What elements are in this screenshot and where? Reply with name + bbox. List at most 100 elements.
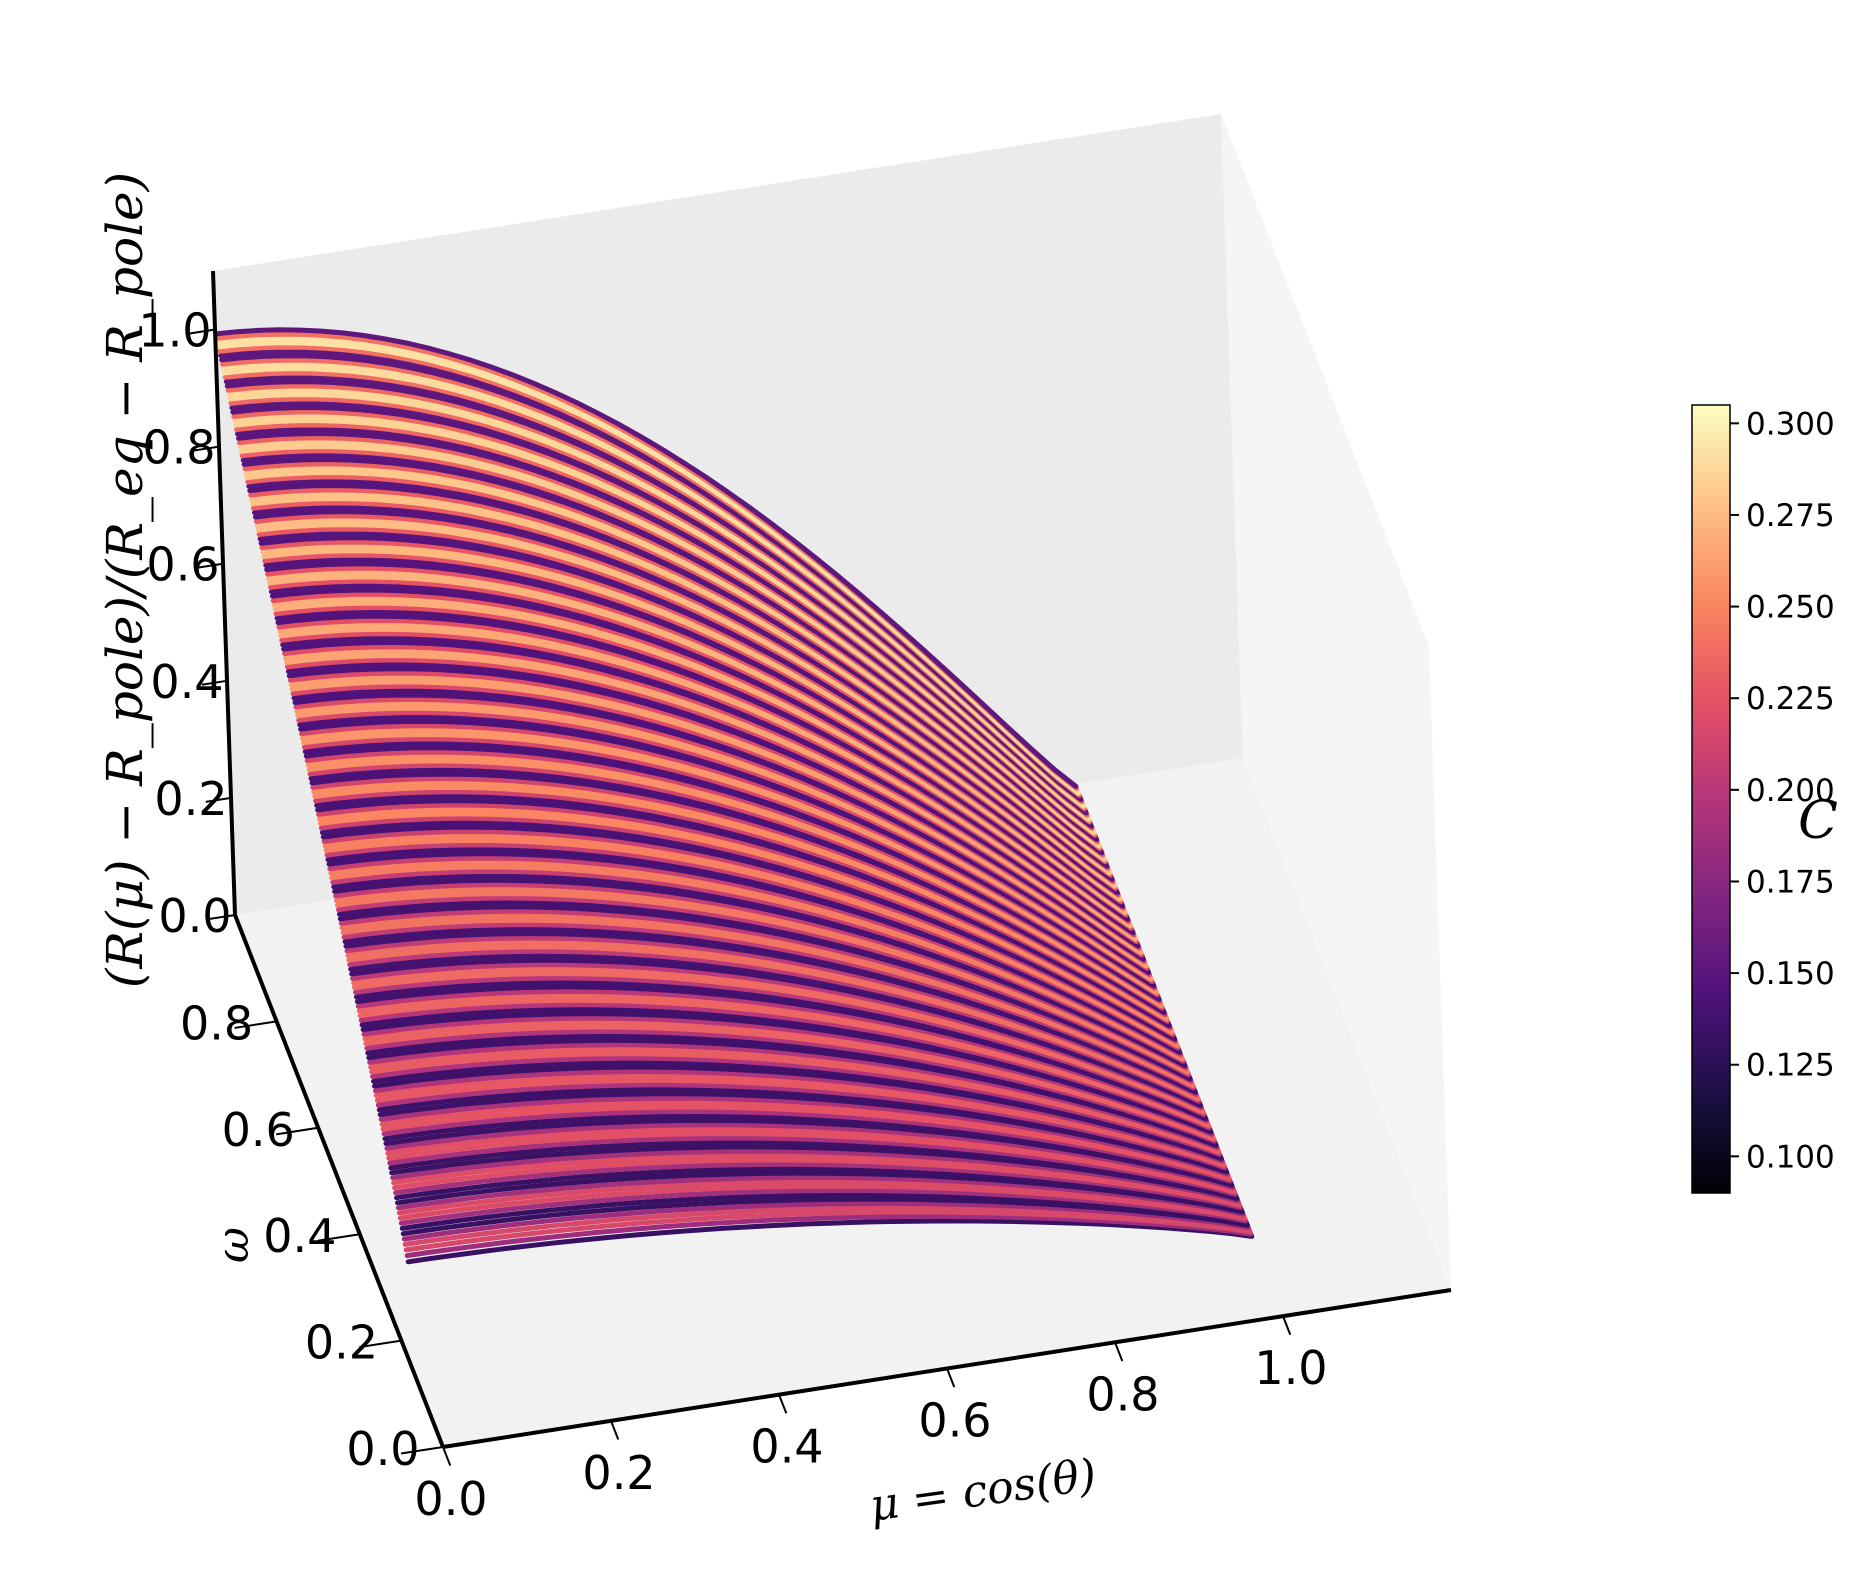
- data-curve: [385, 1126, 1237, 1193]
- y-tick-mark: [317, 1233, 360, 1242]
- data-curve: [359, 1006, 1213, 1133]
- x-tick-label: 0.8: [1086, 1367, 1159, 1421]
- data-curve: [371, 1060, 1224, 1160]
- x-tick-label: 0.0: [414, 1472, 487, 1526]
- z-tick-mark: [209, 914, 236, 920]
- colorbar-label: C: [1798, 791, 1838, 851]
- data-curve: [386, 1131, 1237, 1195]
- data-curve: [399, 1192, 1250, 1231]
- z-tick-mark: [189, 328, 216, 335]
- data-curve: [402, 1205, 1252, 1247]
- data-curve: [367, 1042, 1220, 1151]
- data-curve: [356, 993, 1211, 1126]
- data-curve: [387, 1135, 1238, 1197]
- colorbar-tick-label: 0.175: [1746, 864, 1835, 900]
- data-curve: [363, 1024, 1217, 1142]
- z-axis-ticks: 0.0 0.2 0.4 0.6 0.8 1.0: [138, 304, 236, 943]
- data-curve: [393, 1161, 1243, 1211]
- y-tick-label: 0.4: [263, 1209, 336, 1263]
- data-curve: [401, 1200, 1251, 1242]
- data-curve: [390, 1148, 1241, 1204]
- y-axis-ticks: 0.0 0.2 0.4 0.6 0.8: [180, 996, 444, 1476]
- z-axis-label: (R(μ) − R_pole)/(R_eq − R_pole): [96, 172, 154, 988]
- x-tick-label: 0.6: [918, 1394, 991, 1448]
- colorbar-tick-label: 0.225: [1746, 681, 1835, 717]
- data-curve: [381, 1108, 1233, 1184]
- x-tick-mark: [778, 1394, 788, 1414]
- x-tick-mark: [1114, 1341, 1124, 1362]
- z-tick-label: 0.0: [158, 889, 231, 943]
- z-tick-mark: [193, 445, 220, 452]
- colorbar-tick-label: 0.300: [1746, 406, 1835, 442]
- y-axis-line: [233, 914, 445, 1448]
- colorbar-tick-label: 0.275: [1746, 498, 1835, 534]
- data-curve: [378, 1095, 1230, 1177]
- data-curve: [373, 1073, 1226, 1166]
- y-tick-label: 0.6: [222, 1103, 295, 1157]
- y-tick-label: 0.2: [305, 1316, 378, 1370]
- z-tick-label: 0.6: [146, 538, 219, 592]
- x-axis-label: μ = cos(θ): [867, 1450, 1100, 1532]
- colorbar-ticks: 0.100 0.125 0.150 0.175 0.200 0.225 0.250 0.275…: [1730, 406, 1835, 1175]
- x-tick-mark: [610, 1420, 620, 1440]
- data-curve: [380, 1104, 1232, 1182]
- z-tick-label: 0.8: [142, 421, 215, 475]
- data-curve: [366, 1037, 1219, 1148]
- right-pane: [1221, 114, 1451, 1290]
- data-curve: [394, 1166, 1244, 1213]
- data-curve: [375, 1082, 1228, 1171]
- data-curve: [372, 1064, 1224, 1162]
- x-axis-ticks: 0.0 0.2 0.4 0.6 0.8 1.0: [414, 1315, 1328, 1526]
- y-tick-mark: [400, 1446, 444, 1455]
- data-curve: [391, 1153, 1242, 1206]
- colorbar-tick-label: 0.100: [1746, 1139, 1835, 1175]
- x-tick-label: 0.4: [750, 1420, 823, 1474]
- data-curve: [398, 1188, 1249, 1226]
- data-curve: [365, 1033, 1218, 1146]
- colorbar-tick-label: 0.125: [1746, 1048, 1835, 1084]
- z-tick-mark: [201, 679, 228, 686]
- colorbar: 0.100 0.125 0.150 0.175 0.200 0.225 0.250 0.275…: [1691, 404, 1838, 1194]
- data-curve: [389, 1144, 1240, 1202]
- y-tick-label: 0.0: [346, 1422, 419, 1476]
- colorbar-gradient: [1691, 404, 1731, 1194]
- data-curve: [368, 1046, 1221, 1153]
- data-curves: [213, 327, 1255, 1265]
- data-curve: [360, 1011, 1214, 1135]
- data-curve: [364, 1029, 1217, 1144]
- x-tick-label: 1.0: [1254, 1341, 1327, 1395]
- data-curve: [403, 1209, 1253, 1253]
- data-curve: [392, 1157, 1243, 1208]
- x-tick-mark: [1282, 1315, 1292, 1336]
- data-curve: [373, 1069, 1225, 1164]
- data-curve: [395, 1170, 1245, 1215]
- data-curve: [377, 1091, 1230, 1175]
- colorbar-tick-label: 0.250: [1746, 590, 1835, 626]
- z-tick-mark: [197, 562, 224, 569]
- x-tick-mark: [946, 1368, 956, 1388]
- data-curve: [370, 1055, 1223, 1157]
- x-tick-label: 0.2: [582, 1446, 655, 1500]
- y-tick-mark: [359, 1339, 402, 1349]
- y-tick-label: 0.8: [180, 996, 253, 1050]
- z-tick-mark: [205, 796, 232, 803]
- data-curve: [405, 1218, 1255, 1265]
- z-tick-label: 1.0: [138, 304, 211, 358]
- colorbar-tick-label: 0.150: [1746, 956, 1835, 992]
- data-curve: [369, 1051, 1222, 1155]
- data-curve: [213, 327, 1079, 789]
- data-curve: [379, 1100, 1231, 1179]
- data-curve: [397, 1183, 1248, 1222]
- data-curve: [396, 1179, 1247, 1219]
- y-tick-mark: [276, 1126, 319, 1136]
- colorbar-tick-label: 0.200: [1746, 773, 1835, 809]
- data-curve: [383, 1117, 1235, 1188]
- data-curve: [388, 1140, 1239, 1199]
- data-curve: [362, 1020, 1216, 1140]
- data-curve: [374, 1077, 1227, 1168]
- data-curve: [376, 1086, 1229, 1173]
- data-curve: [384, 1122, 1236, 1191]
- y-tick-mark: [234, 1020, 277, 1029]
- z-tick-label: 0.2: [154, 772, 227, 826]
